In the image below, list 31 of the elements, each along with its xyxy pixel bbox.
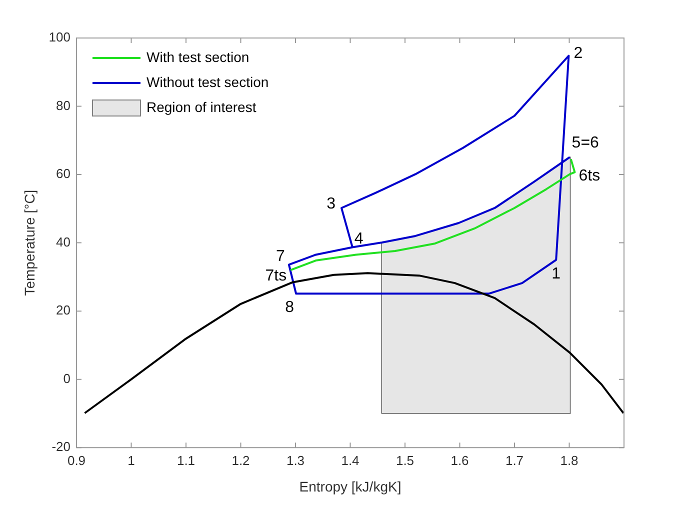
annotation: 8 [285,299,294,316]
x-tick-label: 1.5 [396,452,414,468]
x-tick-label: 1.1 [176,452,196,468]
annotation: 4 [354,230,364,248]
legend-label: Without test section [146,74,269,90]
x-axis-title: Entropy [kJ/kgK] [299,478,402,494]
y-tick-label: 20 [56,302,70,318]
y-axis-title: Temperature [°C] [21,190,38,296]
x-tick-label: 1 [128,452,135,468]
x-tick-label: 1.3 [286,452,305,468]
annotation: 2 [574,45,583,62]
y-tick-label: 100 [48,30,70,45]
x-tick-label: 1.7 [505,452,524,468]
x-tick-label: 1.8 [560,452,578,468]
annotation: 3 [326,195,336,212]
y-tick-label: -20 [52,439,70,454]
legend-label: Region of interest [146,98,256,115]
y-tick-label: 40 [56,234,70,250]
legend-label: With test section [146,48,250,65]
x-tick-label: 0.9 [67,452,86,468]
annotation: 6ts [578,168,600,185]
y-tick-label: 60 [56,166,70,182]
x-tick-label: 1.4 [341,452,360,468]
annotation: 7ts [265,268,287,285]
annotation: 5=6 [572,134,600,152]
annotation: 7 [276,248,286,266]
y-tick-label: 80 [56,98,70,113]
x-tick-label: 1.2 [232,452,250,468]
x-tick-label: 1.6 [450,452,469,468]
y-tick-label: 0 [63,370,70,386]
annotation: 1 [552,265,561,282]
